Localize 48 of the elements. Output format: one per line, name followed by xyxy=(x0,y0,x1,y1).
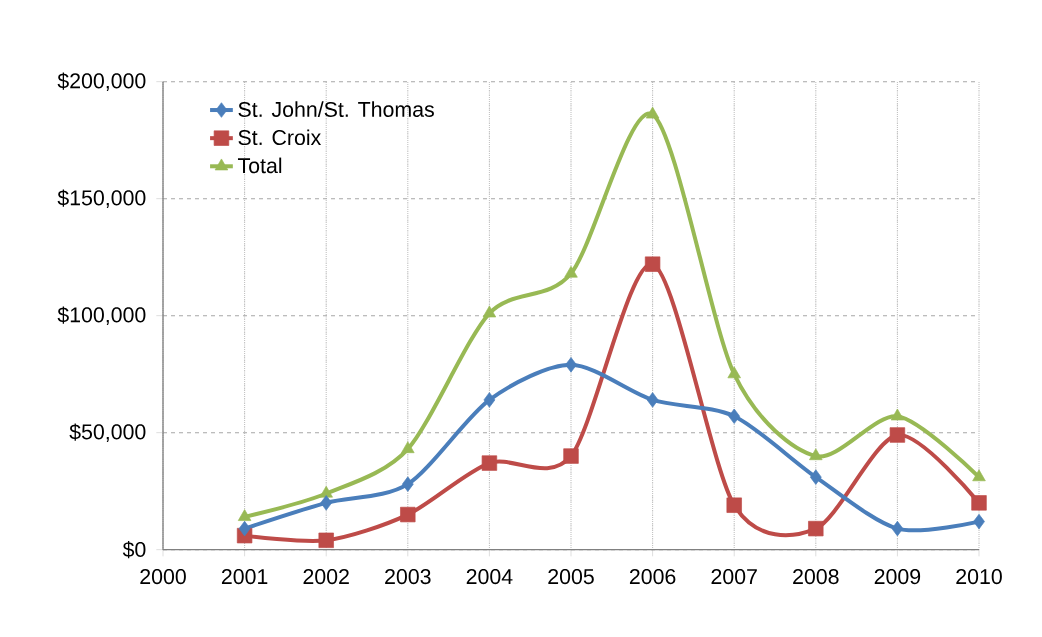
point xyxy=(483,392,496,408)
x-tick-label: 2010 xyxy=(956,569,1002,585)
x-tick-label: 2007 xyxy=(711,569,757,585)
x-tick-label: 2002 xyxy=(303,569,349,585)
point xyxy=(972,469,986,482)
x-tick-label: 2004 xyxy=(466,569,513,585)
point xyxy=(318,532,334,548)
point xyxy=(890,408,905,421)
x-tick-label: 2000 xyxy=(140,569,186,585)
y-tick-label: $0 xyxy=(122,541,146,559)
point xyxy=(238,520,251,537)
y-tick-label: $200,000 xyxy=(57,72,146,91)
legend-label: St. John/St. Thomas xyxy=(238,101,434,117)
point xyxy=(401,476,414,492)
legend-label: St. Croix xyxy=(238,129,322,146)
point xyxy=(565,357,577,373)
point xyxy=(644,256,661,272)
point xyxy=(320,495,333,511)
legend-label: Total xyxy=(237,157,282,174)
x-tick-label: 2005 xyxy=(548,569,594,585)
x-tick-label: 2003 xyxy=(385,569,431,585)
point xyxy=(727,366,741,379)
point xyxy=(809,469,822,485)
point xyxy=(889,427,906,443)
point xyxy=(481,455,498,471)
x-tick-label: 2001 xyxy=(221,569,268,585)
y-tick-label: $100,000 xyxy=(57,306,146,325)
point xyxy=(728,408,741,424)
x-tick-label: 2008 xyxy=(793,569,839,585)
point xyxy=(563,448,579,464)
point xyxy=(973,513,985,530)
point xyxy=(564,265,578,278)
y-tick-label: $50,000 xyxy=(69,423,146,442)
point xyxy=(809,448,823,461)
y-tick-label: $150,000 xyxy=(57,189,146,208)
point xyxy=(891,520,904,537)
x-tick-label: 2006 xyxy=(629,569,676,585)
point xyxy=(401,441,415,454)
point xyxy=(400,506,416,523)
point xyxy=(482,305,497,318)
x-tick-label: 2009 xyxy=(874,569,921,585)
point xyxy=(645,106,660,119)
point xyxy=(237,509,252,521)
point xyxy=(646,392,659,408)
point xyxy=(971,495,987,511)
point xyxy=(319,485,333,498)
point xyxy=(726,497,742,513)
point xyxy=(808,520,824,537)
